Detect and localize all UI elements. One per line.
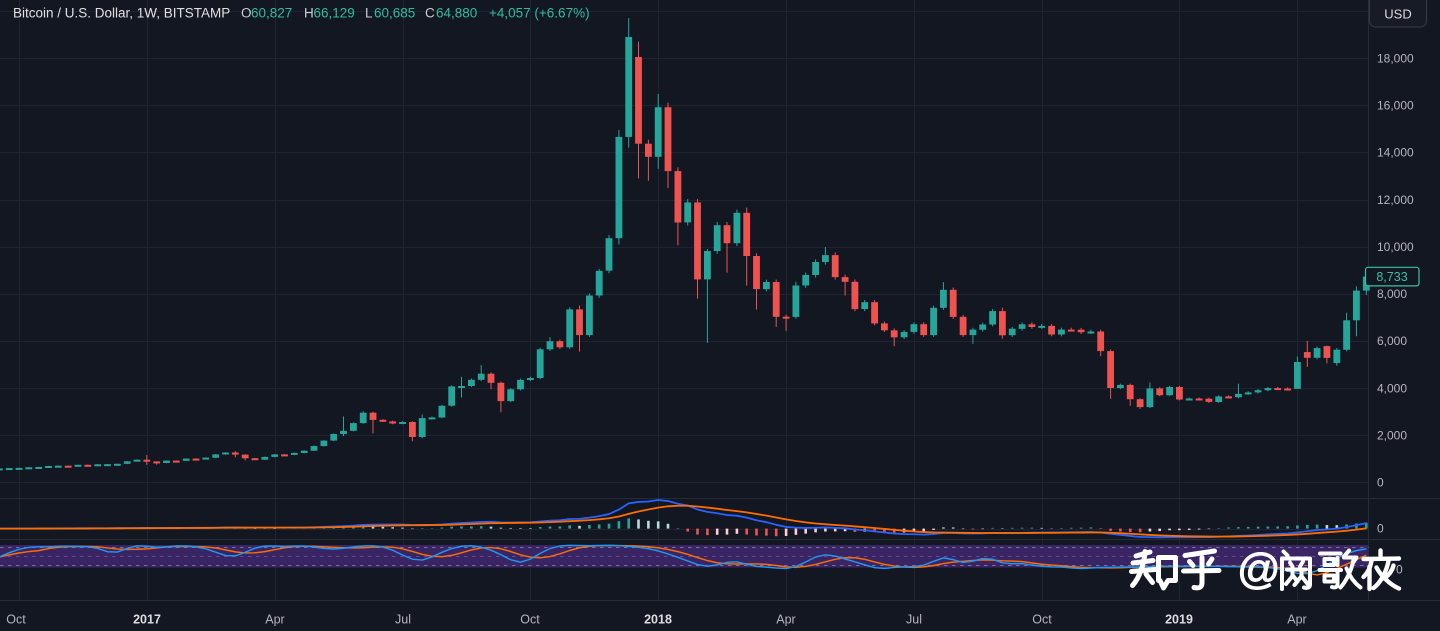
svg-text:O: O [241, 6, 252, 21]
svg-text:8,000: 8,000 [1377, 287, 1407, 301]
svg-text:0: 0 [1377, 522, 1384, 536]
svg-text:2017: 2017 [133, 613, 161, 627]
svg-text:14,000: 14,000 [1377, 146, 1414, 160]
svg-text:2018: 2018 [644, 613, 672, 627]
svg-text:66,129: 66,129 [314, 6, 355, 21]
svg-text:Jul: Jul [395, 613, 411, 627]
svg-text:4,000: 4,000 [1377, 381, 1407, 395]
svg-text:18,000: 18,000 [1377, 51, 1414, 65]
svg-text:2,000: 2,000 [1377, 429, 1407, 443]
svg-text:60,685: 60,685 [374, 6, 415, 21]
svg-text:Apr: Apr [265, 613, 284, 627]
svg-text:@: @ [1237, 546, 1281, 594]
svg-text:Apr: Apr [1287, 613, 1306, 627]
svg-text:USD: USD [1384, 7, 1411, 22]
svg-text:2019: 2019 [1165, 613, 1193, 627]
svg-text:H: H [304, 6, 314, 21]
svg-text:Jul: Jul [906, 613, 922, 627]
svg-text:Oct: Oct [6, 613, 26, 627]
svg-text:10,000: 10,000 [1377, 240, 1414, 254]
svg-text:+4,057 (+6.67%): +4,057 (+6.67%) [489, 6, 590, 21]
svg-text:0: 0 [1377, 476, 1384, 490]
svg-text:0: 0 [1396, 563, 1403, 577]
svg-text:L: L [365, 6, 373, 21]
svg-text:16,000: 16,000 [1377, 99, 1414, 113]
svg-text:Oct: Oct [1032, 613, 1052, 627]
svg-text:64,880: 64,880 [436, 6, 477, 21]
svg-text:Oct: Oct [520, 613, 540, 627]
svg-text:Bitcoin / U.S. Dollar, 1W, BIT: Bitcoin / U.S. Dollar, 1W, BITSTAMP [13, 6, 230, 21]
svg-text:6,000: 6,000 [1377, 334, 1407, 348]
svg-text:Apr: Apr [776, 613, 795, 627]
svg-text:12,000: 12,000 [1377, 193, 1414, 207]
svg-text:8,733: 8,733 [1376, 270, 1407, 284]
svg-text:60,827: 60,827 [251, 6, 292, 21]
svg-text:C: C [425, 6, 435, 21]
